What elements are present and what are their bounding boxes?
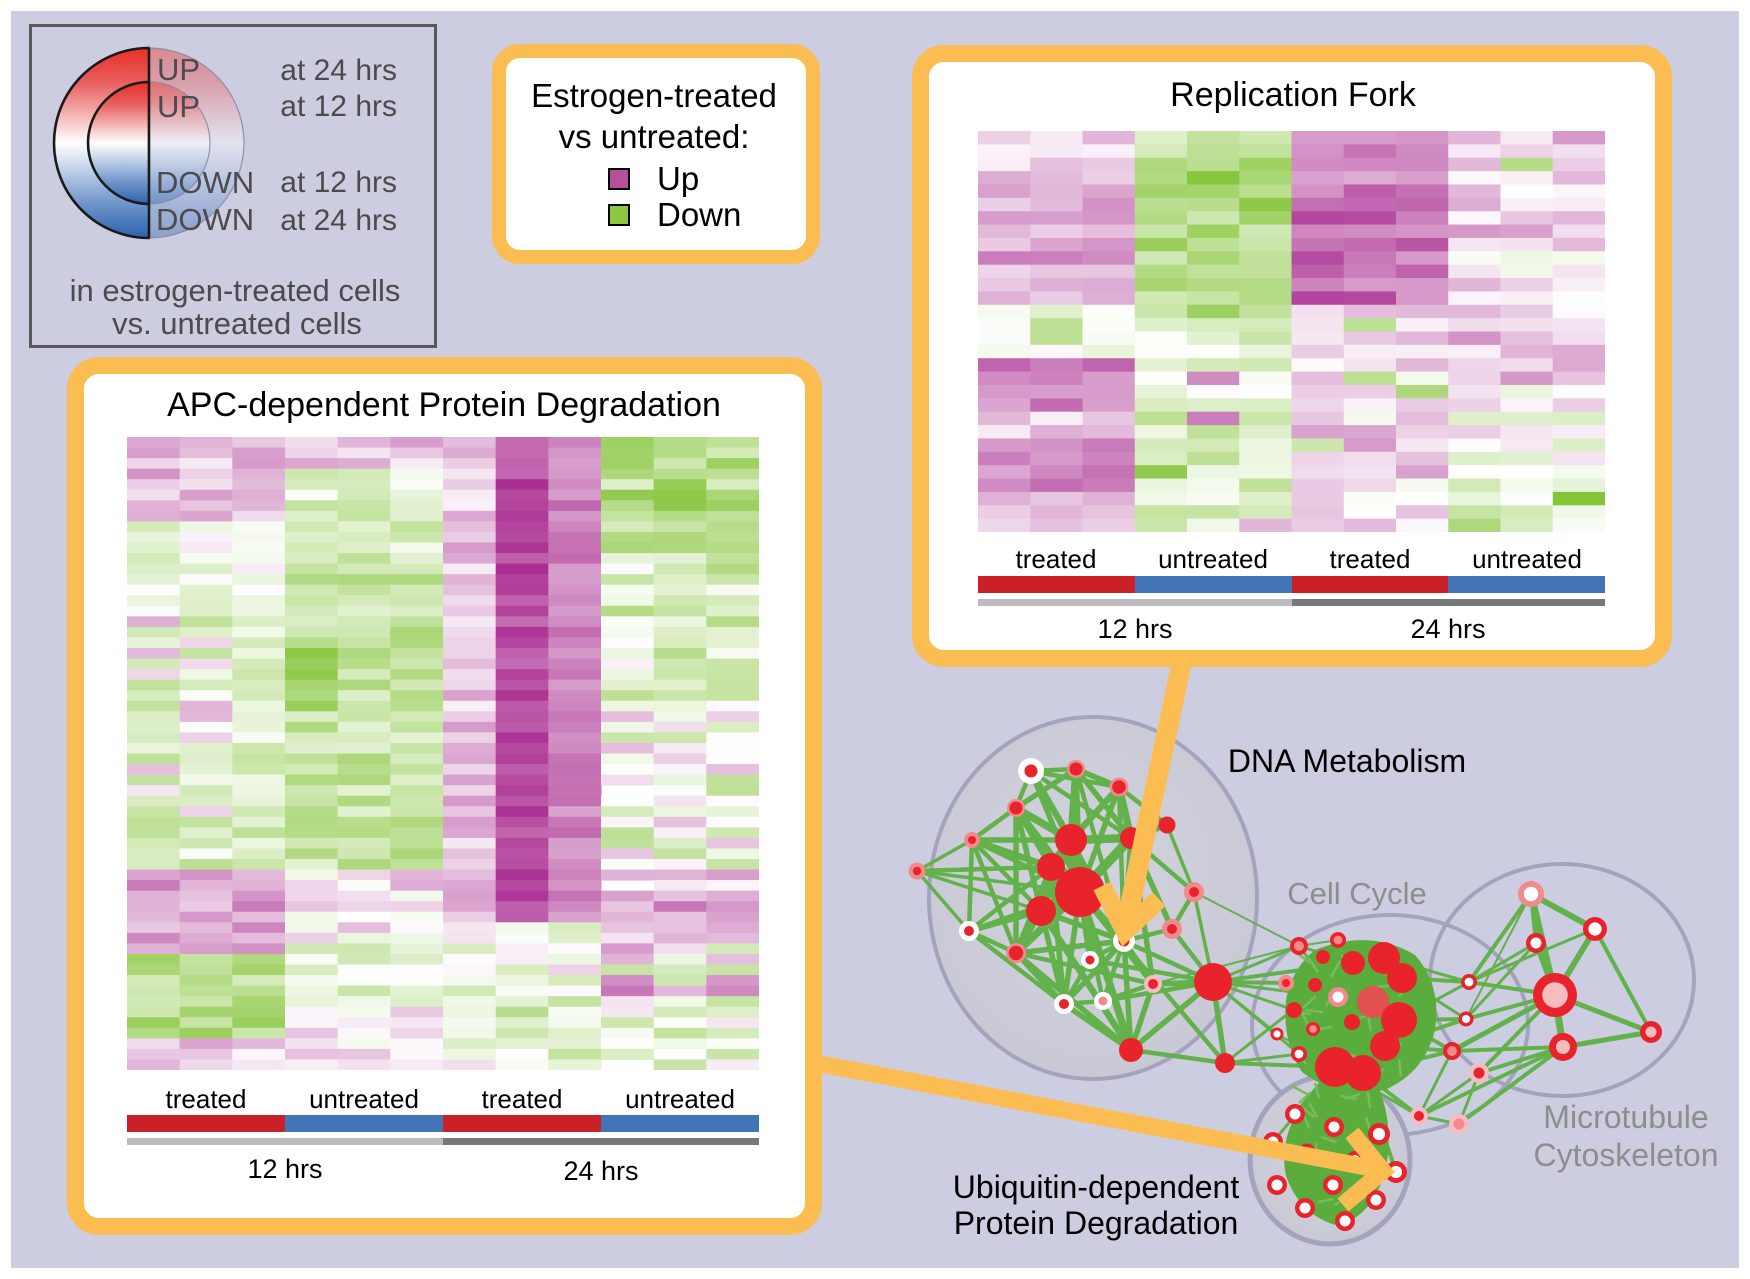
svg-text:DNA Metabolism: DNA Metabolism [1228, 743, 1466, 779]
svg-text:Cytoskeleton: Cytoskeleton [1534, 1137, 1719, 1173]
svg-text:Protein Degradation: Protein Degradation [954, 1205, 1239, 1241]
svg-text:Cell Cycle: Cell Cycle [1287, 876, 1427, 911]
svg-text:Microtubule: Microtubule [1543, 1099, 1708, 1135]
svg-text:Ubiquitin-dependent: Ubiquitin-dependent [953, 1169, 1240, 1205]
